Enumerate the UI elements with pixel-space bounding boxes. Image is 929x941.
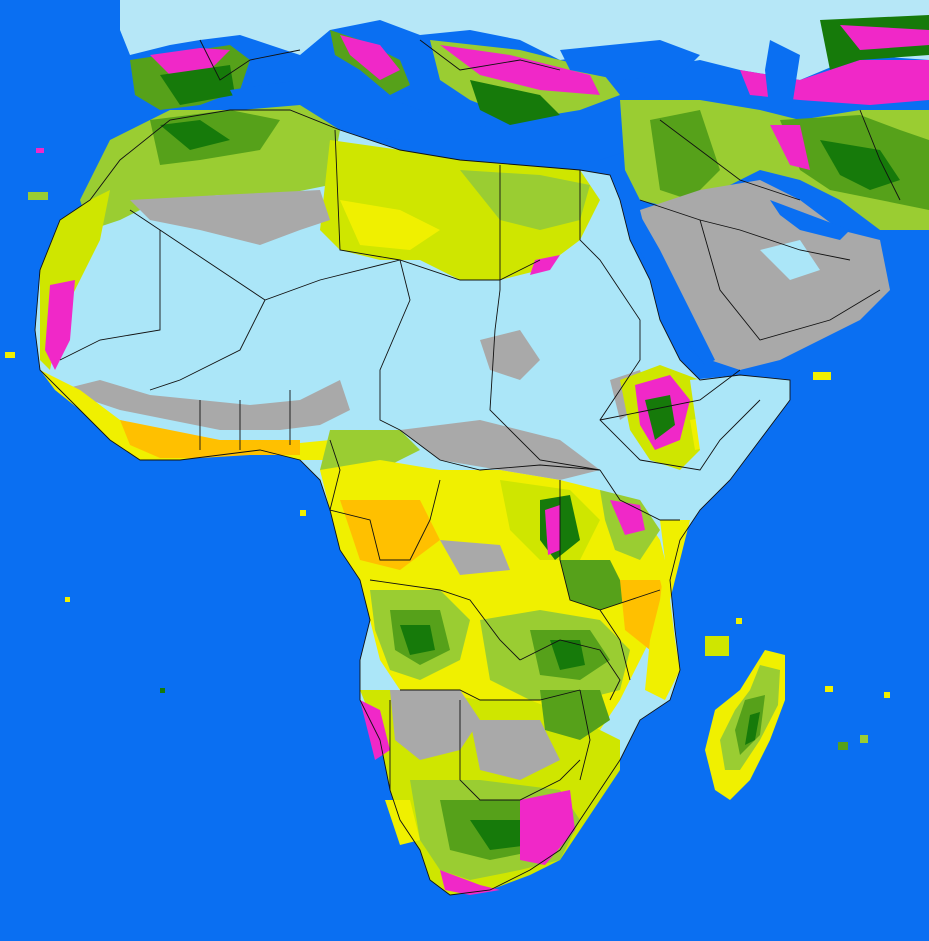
central-africa (320, 460, 670, 740)
inland-seas (230, 40, 800, 165)
red-sea (615, 195, 850, 365)
europe-landmass (120, 0, 929, 125)
north-africa-coast (40, 105, 600, 370)
country-borders (34, 39, 901, 896)
southern-africa (360, 690, 620, 895)
east-africa-coast (645, 375, 790, 700)
sahara-gray (60, 190, 650, 480)
madagascar (705, 650, 785, 800)
islands (5, 148, 890, 750)
